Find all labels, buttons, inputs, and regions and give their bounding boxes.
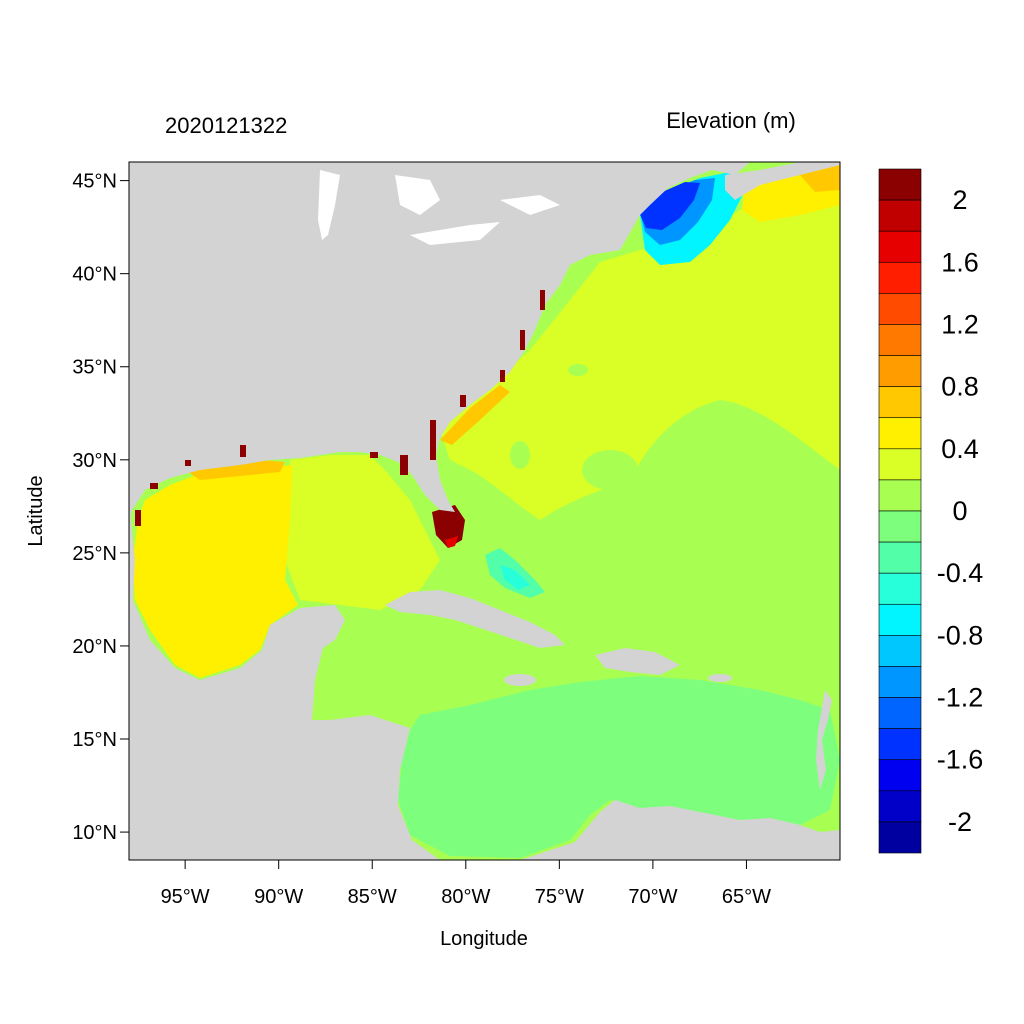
- land-jamaica: [504, 674, 536, 686]
- colorbar-tick-label: -1.2: [937, 683, 984, 713]
- timestamp-label: 2020121322: [165, 113, 287, 138]
- land-puerto-rico: [708, 674, 732, 682]
- colorbar-bin: [878, 324, 922, 356]
- elevation-region-florida-surge-edge: [445, 536, 458, 548]
- map-panel: 95°W 90°W 85°W 80°W 75°W 70°W 65°W 45°N 40°N 35°…: [72, 161, 841, 908]
- colorbar-tick-label: -0.8: [937, 620, 984, 650]
- elevation-patch-b: [510, 441, 530, 469]
- colorbar: 2 1.6 1.2 0.8 0.4 0 -0.4 -0.8 -1.2 -1.6 -2: [878, 168, 984, 854]
- colorbar-bin: [878, 572, 922, 605]
- colorbar-bin: [878, 635, 922, 667]
- colorbar-bin: [878, 448, 922, 481]
- y-tick-label: 45°N: [72, 171, 117, 193]
- land-nova-scotia: [725, 162, 840, 200]
- x-axis-title: Longitude: [440, 928, 528, 950]
- legend-title: Elevation (m): [666, 108, 796, 133]
- colorbar-bin: [878, 355, 922, 387]
- colorbar-bin: [878, 790, 922, 823]
- x-tick-label: 70°W: [628, 886, 677, 908]
- colorbar-bin: [878, 168, 922, 201]
- y-axis-ticks: 45°N 40°N 35°N 30°N 25°N 20°N 15°N 10°N: [72, 171, 129, 844]
- y-tick-label: 30°N: [72, 450, 117, 472]
- colorbar-bin: [878, 541, 922, 574]
- elevation-patch-c: [568, 364, 588, 376]
- colorbar-bin: [878, 697, 922, 729]
- colorbar-tick-label: -0.4: [937, 558, 984, 588]
- x-tick-label: 75°W: [535, 886, 584, 908]
- elevation-region-gulf-of-maine-core: [638, 182, 700, 230]
- y-tick-label: 35°N: [72, 357, 117, 379]
- colorbar-tick-label: 2: [952, 185, 967, 215]
- elevation-region-gulf-west: [133, 465, 298, 678]
- colorbar-tick-label: 0.8: [941, 372, 979, 402]
- x-tick-label: 80°W: [441, 886, 490, 908]
- x-tick-label: 85°W: [348, 886, 397, 908]
- y-tick-label: 25°N: [72, 543, 117, 565]
- y-tick-label: 20°N: [72, 636, 117, 658]
- y-axis-title: Latitude: [25, 475, 47, 546]
- x-tick-label: 65°W: [722, 886, 771, 908]
- colorbar-tick-label: -1.6: [937, 745, 984, 775]
- x-axis-ticks: 95°W 90°W 85°W 80°W 75°W 70°W 65°W: [161, 860, 771, 908]
- colorbar-bin: [878, 479, 922, 512]
- elevation-patch-a: [582, 450, 638, 490]
- colorbar-bin: [878, 261, 922, 294]
- colorbar-bin: [878, 230, 922, 263]
- colorbar-bin: [878, 603, 922, 636]
- colorbar-tick-label: 1.6: [941, 247, 979, 277]
- land-mexico-central-america: [129, 500, 440, 860]
- elevation-region-gulf-east: [285, 455, 440, 610]
- land-north-america: [129, 162, 750, 530]
- land-yucatan: [270, 605, 345, 650]
- colorbar-bin: [878, 510, 922, 543]
- colorbar-bin: [878, 199, 922, 232]
- x-tick-label: 95°W: [161, 886, 210, 908]
- land-cuba: [385, 590, 565, 648]
- colorbar-tick-label: 0: [952, 496, 967, 526]
- colorbar-tick-label: 0.4: [941, 434, 979, 464]
- colorbar-bin: [878, 293, 922, 325]
- x-tick-label: 90°W: [254, 886, 303, 908]
- colorbar-bin: [878, 386, 922, 419]
- elevation-region-carolina-coast: [440, 385, 510, 445]
- elevation-region-scotian-shelf-high: [800, 165, 840, 192]
- coastal-surge-speckle: [135, 290, 545, 526]
- y-tick-label: 15°N: [72, 729, 117, 751]
- land-lesser-antilles: [816, 690, 832, 790]
- land-south-america: [520, 800, 840, 860]
- colorbar-bin: [878, 666, 922, 698]
- elevation-region-caribbean-south: [398, 676, 840, 858]
- elevation-region-bahamas-inner: [500, 565, 530, 590]
- colorbar-bin: [878, 417, 922, 450]
- elevation-region-atlantic-north: [440, 190, 840, 520]
- colorbar-bin: [878, 821, 922, 854]
- y-tick-label: 40°N: [72, 264, 117, 286]
- colorbar-tick-label: -2: [948, 807, 972, 837]
- colorbar-bin: [878, 728, 922, 761]
- y-tick-label: 10°N: [72, 822, 117, 844]
- colorbar-tick-label: 1.2: [941, 309, 979, 339]
- map-frame: [128, 161, 841, 861]
- land-hispaniola: [595, 648, 680, 675]
- colorbar-bin: [878, 759, 922, 792]
